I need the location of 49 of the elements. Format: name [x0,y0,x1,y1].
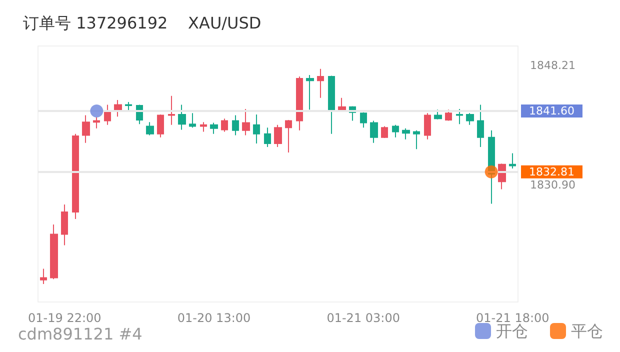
candlestick [328,75,335,134]
candlestick [360,112,367,128]
candlestick [445,109,452,122]
candlestick [242,108,250,136]
candlestick [285,120,292,154]
candlestick [370,120,378,144]
candlestick [178,104,186,130]
x-tick-label: 01-21 03:00 [326,311,400,325]
candlestick [253,114,260,144]
candlestick [168,95,175,126]
candlestick [306,74,314,110]
candlestick [434,109,442,120]
candlestick [82,114,90,144]
candlestick [402,128,410,140]
candlestick [424,112,431,140]
candlestick [210,122,218,134]
candlestick [392,124,399,138]
candlestick [456,108,463,125]
y-tick-label: 1848.21 [530,58,576,72]
text: cdm891121 #4 [18,324,142,344]
candlestick [509,152,516,169]
candlestick [466,112,474,126]
candlestick [221,118,228,132]
candlestick [296,76,303,131]
x-tick-label: 01-19 22:00 [28,311,102,325]
candlestick [264,127,271,148]
candlestick [317,68,324,98]
chart-title: 订单号 137296192 XAU/USD [23,14,262,32]
ref-line-label: 1832.81 [529,165,574,178]
candlestick [413,130,420,150]
candlestick [232,114,239,136]
candlestick [104,104,111,126]
legend-label: 平仓 [571,322,603,340]
candlestick [61,204,68,246]
candlestick [200,122,207,132]
candlestick [93,116,100,129]
candlestick [157,114,164,138]
y-tick-label: 1830.90 [530,178,576,192]
candlestick [40,268,47,285]
candlestick [381,126,388,139]
ref-line-label: 1841.60 [529,104,574,118]
candlestick [477,104,484,148]
candlestick [50,224,58,280]
candlestick [72,133,79,220]
candlestick [125,102,132,112]
candlestick [146,122,154,136]
candlestick [274,124,282,148]
candlestick [189,112,196,128]
x-tick-label: 01-20 13:00 [177,311,251,325]
